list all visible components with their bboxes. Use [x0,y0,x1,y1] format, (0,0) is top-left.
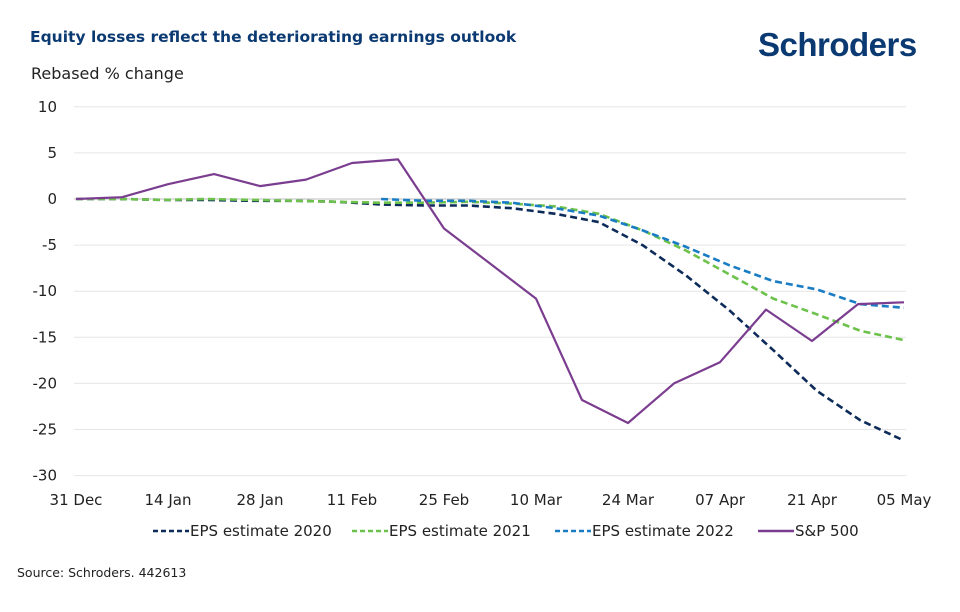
legend-label: EPS estimate 2021 [389,522,531,540]
series-line-eps-estimate-2022 [381,197,905,310]
legend-label: EPS estimate 2022 [592,522,734,540]
y-axis-label: Rebased % change [31,64,184,83]
x-tick-label: 24 Mar [602,491,655,509]
x-tick-label: 28 Jan [237,491,284,509]
y-tick-label: 10 [38,98,57,116]
x-tick-label: 25 Feb [419,491,469,509]
source-note: Source: Schroders. 442613 [17,565,187,580]
legend-label: EPS estimate 2020 [190,522,332,540]
series-line-s-p-500 [75,158,905,425]
series-line-eps-estimate-2021 [76,197,905,342]
y-tick-label: -5 [42,236,57,254]
y-tick-label: 0 [47,190,57,208]
y-tick-label: -10 [33,282,58,300]
y-tick-label: -25 [33,421,58,439]
y-tick-label: -20 [33,374,58,392]
x-tick-label: 05 May [877,491,932,509]
chart-title: Equity losses reflect the deteriorating … [30,28,517,46]
y-tick-label: -15 [33,328,58,346]
y-tick-label: -30 [33,467,58,485]
x-tick-label: 07 Apr [695,491,746,509]
x-tick-label: 14 Jan [145,491,192,509]
x-tick-label: 21 Apr [787,491,838,509]
y-tick-label: 5 [47,144,57,162]
legend-label: S&P 500 [795,522,859,540]
schroders-logo: Schroders [758,26,917,63]
x-tick-label: 31 Dec [50,491,103,509]
x-tick-label: 11 Feb [327,491,377,509]
x-tick-label: 10 Mar [510,491,563,509]
